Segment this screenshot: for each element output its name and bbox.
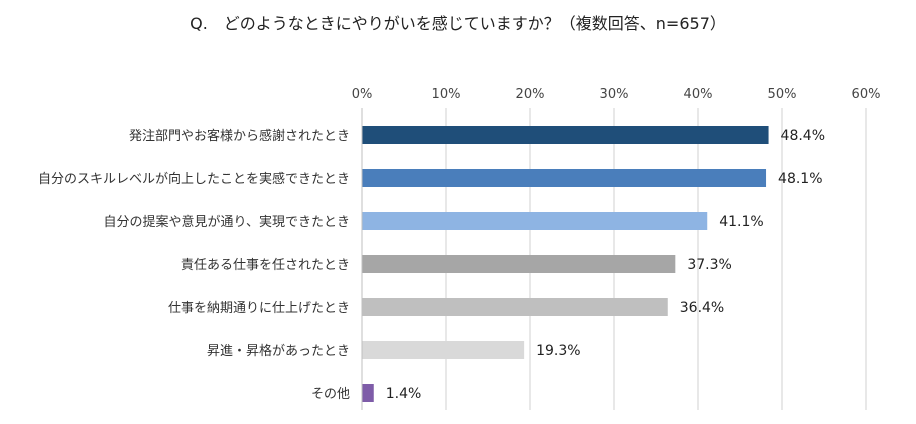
data-label: 36.4% (680, 300, 724, 316)
bar (362, 126, 769, 144)
category-label: 昇進・昇格があったとき (207, 343, 350, 359)
category-label: 自分の提案や意見が通り、実現できたとき (104, 214, 350, 230)
data-label: 48.4% (781, 128, 825, 144)
data-label: 37.3% (687, 257, 731, 273)
bar (362, 169, 767, 187)
category-label: その他 (311, 387, 350, 402)
bar (362, 212, 708, 230)
data-label: 41.1% (719, 214, 763, 230)
bar (362, 341, 525, 359)
x-tick-label: 50% (768, 87, 797, 102)
category-label: 責任ある仕事を任されたとき (181, 258, 350, 273)
x-tick-label: 40% (684, 87, 713, 102)
category-label: 自分のスキルレベルが向上したことを実感できたとき (38, 171, 350, 187)
x-tick-label: 0% (352, 87, 373, 102)
category-label: 発注部門やお客様から感謝されたとき (129, 128, 350, 144)
data-label: 19.3% (536, 343, 580, 359)
bar (362, 298, 668, 316)
x-tick-label: 20% (516, 87, 545, 102)
data-label: 48.1% (778, 171, 822, 187)
bar (362, 384, 374, 402)
x-tick-label: 60% (852, 87, 881, 102)
data-label: 1.4% (386, 386, 422, 402)
x-tick-label: 30% (600, 87, 629, 102)
bar (362, 255, 676, 273)
chart-title: Q. どのようなときにやりがいを感じていますか？（複数回答、n=657） (190, 14, 726, 33)
x-tick-label: 10% (432, 87, 461, 102)
category-label: 仕事を納期通りに仕上げたとき (168, 301, 350, 316)
